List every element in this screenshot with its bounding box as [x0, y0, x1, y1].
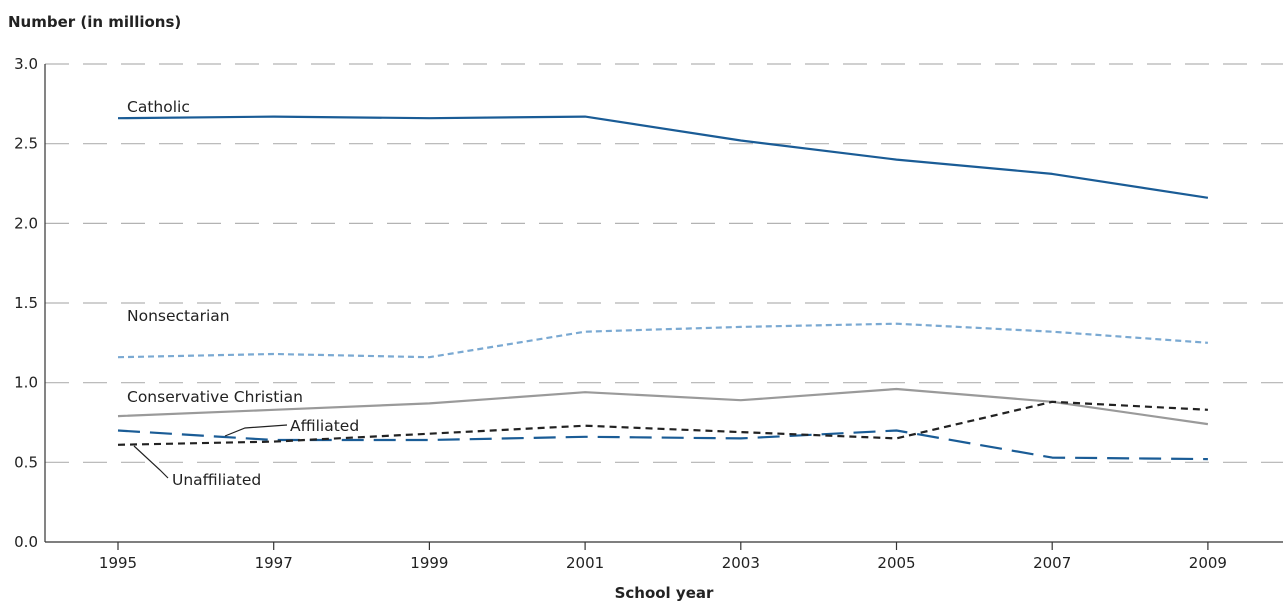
x-axis-title: School year [615, 584, 714, 602]
x-tick-label: 2001 [566, 554, 604, 572]
y-tick-label: 2.5 [14, 135, 38, 153]
series-line-nonsectarian [117, 322, 1208, 359]
y-axis-title: Number (in millions) [8, 13, 181, 31]
y-tick-label: 0.0 [14, 533, 38, 551]
y-tick-label: 1.0 [14, 374, 38, 392]
y-tick-label: 0.5 [14, 453, 38, 471]
series-line-affiliated [117, 429, 1208, 461]
leader-line-affiliated [224, 424, 288, 437]
x-tick-label: 2009 [1189, 554, 1227, 572]
x-tick-label: 1997 [255, 554, 293, 572]
y-tick-label: 2.0 [14, 214, 38, 232]
leader-line-unaffiliated [133, 445, 169, 479]
gridlines [45, 63, 1283, 463]
y-tick-label: 3.0 [14, 55, 38, 73]
y-tick-labels: 0.0 0.5 1.0 1.5 2.0 2.5 3.0 [14, 55, 38, 551]
series-label-affiliated: Affiliated [290, 417, 359, 435]
y-tick-label: 1.5 [14, 294, 38, 312]
series-lines [117, 115, 1209, 461]
series-label-unaffiliated: Unaffiliated [172, 471, 261, 489]
x-tick-label: 2005 [877, 554, 915, 572]
x-tick-label: 1995 [99, 554, 137, 572]
x-tick-label: 2003 [722, 554, 760, 572]
axes [44, 64, 1283, 550]
series-label-catholic: Catholic [127, 98, 190, 116]
series-label-conservative-christian: Conservative Christian [127, 388, 303, 406]
series-line-catholic [117, 115, 1209, 199]
series-line-conservative-christian [117, 387, 1209, 426]
x-tick-label: 1999 [410, 554, 448, 572]
x-tick-labels: 1995 1997 1999 2001 2003 2005 2007 2009 [99, 554, 1227, 572]
series-labels: Catholic Nonsectarian Conservative Christi… [127, 98, 359, 489]
series-line-unaffiliated [117, 400, 1208, 446]
series-label-nonsectarian: Nonsectarian [127, 307, 230, 325]
x-tick-label: 2007 [1033, 554, 1071, 572]
